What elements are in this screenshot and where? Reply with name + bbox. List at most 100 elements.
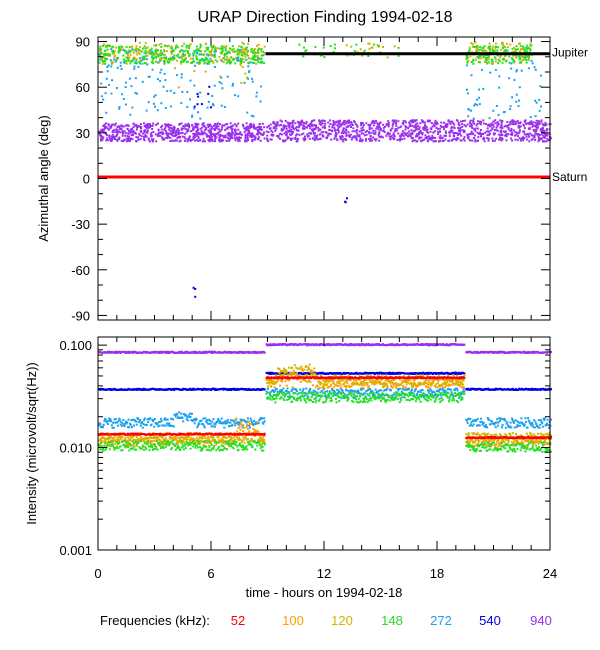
point [316,138,319,141]
point [131,48,134,51]
point [204,43,207,46]
point [172,55,175,58]
point [518,137,521,140]
point [343,130,346,133]
point [330,387,333,390]
point [504,131,506,133]
point [169,105,172,108]
point [257,138,259,141]
point [124,132,127,135]
point [511,417,513,420]
point [197,137,200,140]
point [442,121,445,124]
point [411,137,414,139]
point [208,61,211,63]
point [219,139,222,142]
point [441,388,444,391]
point [434,140,437,143]
point [169,56,172,59]
point [156,122,159,125]
point [524,119,527,122]
point [344,200,347,203]
point [427,131,430,134]
point [164,352,167,354]
point [510,137,513,140]
point [304,135,306,138]
point [351,390,354,392]
point [353,136,356,139]
point [156,109,159,112]
point [527,54,530,57]
point [399,397,402,400]
point [312,137,315,140]
point [479,421,482,424]
point [285,133,288,136]
point [421,133,424,136]
point [386,131,389,134]
point [534,130,537,133]
point [227,137,229,140]
point [237,122,240,125]
point [421,119,423,122]
point [247,352,250,354]
point [190,130,193,133]
chart-title: URAP Direction Finding 1994-02-18 [198,9,453,26]
point [105,77,108,80]
point [542,135,545,137]
point [516,69,518,72]
point [220,138,223,141]
point [388,133,391,135]
point [257,129,260,132]
point [459,132,461,135]
point [159,52,162,55]
point [189,43,192,46]
point [103,128,106,131]
point [378,126,381,129]
point [373,43,376,46]
point [105,133,108,136]
point [420,136,423,139]
point [159,49,162,52]
point [499,119,502,122]
point [472,121,475,124]
point [302,121,305,124]
point [163,60,166,63]
point [247,77,249,80]
point [121,46,124,49]
point [339,387,342,390]
point [525,135,528,138]
point [119,61,122,64]
point [181,57,184,60]
point [161,131,164,134]
point [149,133,152,136]
point [209,131,212,134]
point [496,424,499,427]
point [300,133,303,136]
point [433,390,436,393]
point [545,140,548,143]
point [259,131,262,134]
point [341,389,344,392]
point [104,62,106,65]
point [243,61,246,63]
point [170,52,173,55]
point [308,390,310,393]
point [131,133,134,136]
point [227,50,230,53]
point [305,120,308,123]
point [103,56,106,59]
point [203,62,205,65]
point [410,388,413,391]
point [378,139,381,142]
point [420,131,423,134]
point [502,130,505,133]
point [411,133,414,136]
azimuth-series-272 [98,47,542,120]
point [228,51,231,54]
point [444,123,447,126]
point [239,49,242,52]
point [186,105,189,108]
point [347,389,350,392]
point [132,123,135,126]
point [206,135,208,138]
